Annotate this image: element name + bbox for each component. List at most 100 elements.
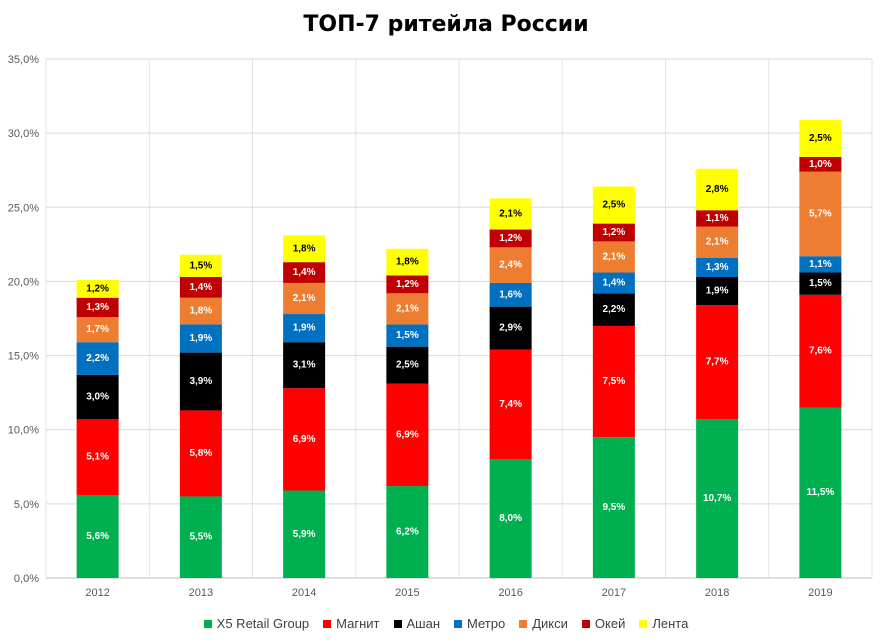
data-label: 2,9% <box>499 323 522 334</box>
data-label: 1,8% <box>189 306 212 317</box>
x-tick-label: 2014 <box>292 587 316 599</box>
bar-segment <box>179 410 222 497</box>
bar-segment <box>386 383 429 487</box>
legend-swatch <box>581 619 590 628</box>
legend-item: Ашан <box>393 616 440 631</box>
bar-segment <box>489 229 532 248</box>
chart-legend: X5 Retail Group Магнит Ашан Метро Дикси Окей Л… <box>0 616 892 631</box>
legend-swatch <box>323 619 332 628</box>
bar-segment <box>592 293 635 326</box>
bar-segment <box>799 272 842 295</box>
data-label: 1,1% <box>809 259 832 270</box>
bar-segment <box>489 349 532 460</box>
data-label: 9,5% <box>602 502 625 513</box>
bar-segment <box>799 407 842 578</box>
data-label: 2,8% <box>706 184 729 195</box>
bar-segment <box>386 486 429 578</box>
legend-label: Метро <box>467 616 506 631</box>
data-label: 1,6% <box>499 289 522 300</box>
y-tick-label: 10,0% <box>8 425 39 437</box>
data-label: 1,4% <box>293 267 316 278</box>
bar-segment <box>592 437 635 578</box>
data-label: 2,1% <box>396 303 419 314</box>
data-label: 2,1% <box>499 208 522 219</box>
data-label: 8,0% <box>499 513 522 524</box>
x-tick-label: 2015 <box>395 587 419 599</box>
bar-segment <box>696 210 739 227</box>
bar-segment <box>179 352 222 411</box>
legend-label: Лента <box>652 616 689 631</box>
legend-swatch <box>203 619 212 628</box>
bar-segment <box>76 374 119 420</box>
legend-swatch <box>393 619 402 628</box>
data-label: 2,1% <box>602 251 625 262</box>
bar-segment <box>799 256 842 273</box>
bar-segment <box>283 490 326 578</box>
data-label: 5,8% <box>189 448 212 459</box>
bar-segment <box>386 275 429 294</box>
bar-segment <box>696 419 739 578</box>
bar-segment <box>283 342 326 389</box>
data-label: 1,8% <box>396 257 419 268</box>
bar-segment <box>696 257 739 277</box>
data-label: 2,1% <box>293 293 316 304</box>
data-label: 3,1% <box>293 360 316 371</box>
bar-segment <box>592 241 635 273</box>
data-label: 1,3% <box>706 262 729 273</box>
bar-segment <box>799 294 842 408</box>
bar-segment <box>283 262 326 283</box>
data-label: 7,5% <box>602 376 625 387</box>
data-label: 5,1% <box>86 452 109 463</box>
legend-item: Магнит <box>323 616 380 631</box>
bar-segment <box>696 168 739 211</box>
bar-segment <box>696 226 739 258</box>
y-tick-label: 5,0% <box>14 499 39 511</box>
bar-segment <box>76 317 119 343</box>
bar-segment <box>489 459 532 578</box>
bar-segment <box>76 494 119 578</box>
data-label: 5,9% <box>293 529 316 540</box>
bar-segment <box>386 324 429 347</box>
bar-segment <box>76 419 119 495</box>
bar-segment <box>76 279 119 298</box>
bar-segment <box>283 388 326 491</box>
bar-segment <box>76 297 119 318</box>
data-label: 1,9% <box>706 286 729 297</box>
legend-label: Дикси <box>532 616 568 631</box>
y-tick-label: 35,0% <box>8 54 39 66</box>
data-label: 1,9% <box>293 323 316 334</box>
data-label: 1,1% <box>706 213 729 224</box>
legend-swatch <box>454 619 463 628</box>
bar-segment <box>489 306 532 350</box>
x-tick-label: 2012 <box>85 587 109 599</box>
bar-segment <box>489 247 532 283</box>
bar-segment <box>489 282 532 307</box>
x-tick-label: 2017 <box>602 587 626 599</box>
bar-segment <box>799 156 842 172</box>
x-tick-label: 2019 <box>808 587 832 599</box>
data-label: 1,5% <box>809 278 832 289</box>
bar-segment <box>179 324 222 353</box>
data-label: 1,0% <box>809 159 832 170</box>
data-label: 1,2% <box>602 227 625 238</box>
data-label: 10,7% <box>703 493 731 504</box>
bar-segment <box>696 276 739 306</box>
legend-swatch <box>519 619 528 628</box>
data-label: 1,4% <box>189 282 212 293</box>
chart-title: ТОП-7 ритейла России <box>303 12 589 37</box>
y-tick-label: 25,0% <box>8 202 39 214</box>
data-label: 2,5% <box>602 200 625 211</box>
bar-segment <box>592 186 635 224</box>
data-label: 1,9% <box>189 333 212 344</box>
data-label: 11,5% <box>806 487 834 498</box>
bar-segment <box>592 223 635 242</box>
bar-segment <box>489 198 532 230</box>
x-tick-label: 2018 <box>705 587 729 599</box>
data-label: 3,9% <box>189 376 212 387</box>
data-label: 1,8% <box>293 243 316 254</box>
bar-segment <box>179 254 222 277</box>
y-tick-label: 30,0% <box>8 128 39 140</box>
legend-item: Дикси <box>519 616 568 631</box>
